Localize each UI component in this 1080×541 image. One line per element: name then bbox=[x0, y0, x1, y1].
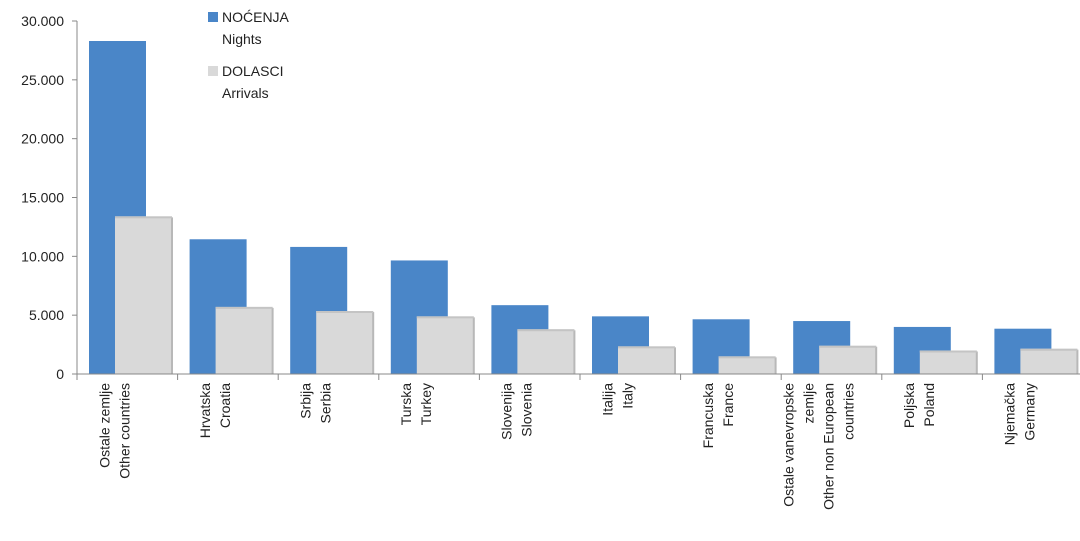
x-category-label-line: Ostale vanevropske bbox=[781, 383, 797, 507]
x-category-label-line: Ostale zemlje bbox=[96, 383, 112, 468]
x-category-label: Hrvatska Croatia bbox=[197, 383, 233, 438]
y-tick-label: 10.000 bbox=[21, 248, 64, 264]
x-category-label-line: Srbija bbox=[298, 383, 314, 419]
x-category-label: Italija Italy bbox=[599, 383, 635, 416]
legend: NOĆENJA Nights DOLASCI Arrivals bbox=[208, 9, 290, 101]
x-category-label: Njemačka Germany bbox=[1002, 383, 1038, 445]
y-tick-label: 0 bbox=[56, 366, 64, 382]
y-tick-label: 5.000 bbox=[29, 307, 64, 323]
x-category-label: Poljska Poland bbox=[901, 383, 937, 428]
bar-arrivals bbox=[618, 346, 675, 374]
x-category-label: Turska Turkey bbox=[398, 383, 434, 425]
legend-swatch-nights bbox=[208, 12, 218, 22]
x-category-label-line: France bbox=[720, 383, 736, 427]
x-category-label-line: Italy bbox=[619, 383, 635, 409]
legend-swatch-arrivals bbox=[208, 66, 218, 76]
x-category-label-line: Serbia bbox=[318, 383, 334, 424]
x-category-label: Slovenija Slovenia bbox=[499, 383, 535, 440]
y-tick-label: 20.000 bbox=[21, 131, 64, 147]
x-category-label-line: Slovenia bbox=[519, 383, 535, 437]
x-category-label-line: zemlje bbox=[801, 383, 817, 424]
x-category-label-line: Hrvatska bbox=[197, 383, 213, 438]
bar-arrivals bbox=[416, 316, 474, 374]
x-category-label-line: Slovenija bbox=[499, 383, 515, 440]
y-tick-label: 30.000 bbox=[21, 13, 64, 29]
x-category-label: Srbija Serbia bbox=[298, 383, 334, 424]
x-category-label-line: Other non European bbox=[821, 383, 837, 510]
x-category-label-line: Turkey bbox=[418, 383, 434, 425]
bar-arrivals bbox=[718, 356, 776, 374]
legend-label: Nights bbox=[222, 31, 262, 47]
bar-arrivals bbox=[115, 216, 172, 374]
x-category-label-line: Other countries bbox=[116, 383, 132, 479]
bar-arrivals bbox=[919, 350, 977, 374]
x-category-label: Ostale vanevropske zemlje Other non Europe… bbox=[781, 383, 857, 510]
bar-arrivals bbox=[1020, 348, 1078, 374]
x-category-label-line: Poljska bbox=[901, 383, 917, 428]
x-category-label-line: Croatia bbox=[217, 383, 233, 428]
x-category-label-line: countries bbox=[841, 383, 857, 440]
x-category-label-line: Francuska bbox=[700, 383, 716, 449]
bar-arrivals bbox=[819, 345, 877, 374]
legend-label: Arrivals bbox=[222, 85, 269, 101]
x-category-label-line: Poland bbox=[921, 383, 937, 427]
bar-arrivals bbox=[316, 311, 374, 374]
x-category-label: Ostale zemlje Other countries bbox=[96, 383, 132, 479]
x-category-label-line: Italija bbox=[599, 383, 615, 416]
y-tick-label: 25.000 bbox=[21, 72, 64, 88]
x-category-label-line: Turska bbox=[398, 383, 414, 425]
plot-area: 0 5.000 10.000 15.000 20.000 25.000 30.000 Osta… bbox=[21, 13, 1080, 510]
legend-label: NOĆENJA bbox=[222, 9, 290, 25]
x-category-label-line: Njemačka bbox=[1002, 383, 1018, 445]
bar-arrivals bbox=[215, 306, 273, 374]
bar-arrivals bbox=[517, 329, 575, 374]
x-category-label: Francuska France bbox=[700, 383, 736, 449]
legend-label: DOLASCI bbox=[222, 63, 283, 79]
y-tick-label: 15.000 bbox=[21, 190, 64, 206]
x-category-label-line: Germany bbox=[1022, 383, 1038, 441]
